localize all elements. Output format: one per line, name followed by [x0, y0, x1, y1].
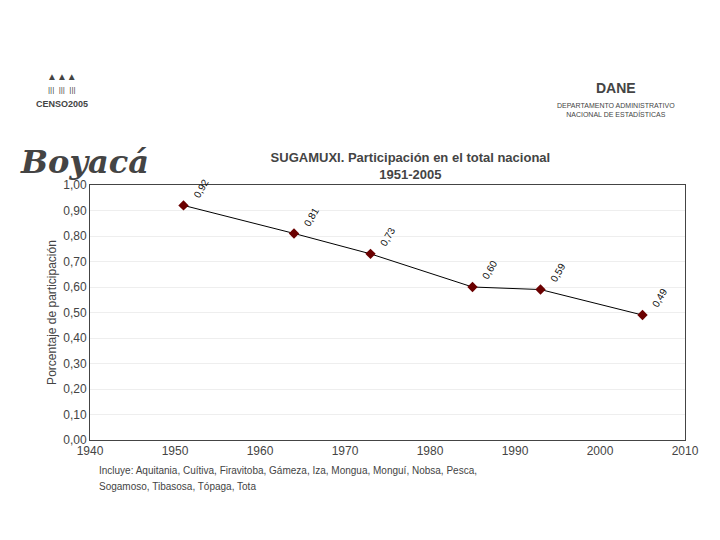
svg-text:0,81: 0,81 — [302, 206, 321, 229]
svg-text:Porcentaje de participación: Porcentaje de participación — [45, 240, 59, 385]
svg-text:0,70: 0,70 — [63, 255, 87, 269]
svg-text:2000: 2000 — [587, 444, 614, 458]
svg-text:DANE: DANE — [596, 80, 636, 96]
svg-text:0,40: 0,40 — [63, 331, 87, 345]
svg-text:SUGAMUXI. Participación en el: SUGAMUXI. Participación en el total naci… — [271, 150, 551, 182]
svg-text:0,60: 0,60 — [480, 258, 499, 281]
svg-text:0,60: 0,60 — [63, 280, 87, 294]
svg-text:0,90: 0,90 — [63, 204, 87, 218]
svg-text:||| ||| |||: ||| ||| ||| — [48, 85, 76, 94]
svg-text:1990: 1990 — [502, 444, 529, 458]
svg-text:0,92: 0,92 — [191, 177, 210, 200]
svg-text:0,20: 0,20 — [63, 382, 87, 396]
svg-text:0,10: 0,10 — [63, 408, 87, 422]
svg-text:0,30: 0,30 — [63, 357, 87, 371]
svg-text:0,50: 0,50 — [63, 306, 87, 320]
svg-text:1980: 1980 — [417, 444, 444, 458]
svg-text:0,00: 0,00 — [63, 433, 87, 447]
svg-text:CENSO2005: CENSO2005 — [36, 99, 88, 109]
svg-text:1950: 1950 — [162, 444, 189, 458]
svg-text:1970: 1970 — [332, 444, 359, 458]
svg-text:0,59: 0,59 — [548, 261, 567, 284]
svg-text:1940: 1940 — [77, 444, 104, 458]
svg-text:0,49: 0,49 — [650, 286, 669, 309]
svg-text:Sogamoso, Tibasosa, Tópaga, To: Sogamoso, Tibasosa, Tópaga, Tota — [99, 481, 256, 492]
svg-text:▲▲▲: ▲▲▲ — [47, 71, 77, 82]
svg-text:1,00: 1,00 — [63, 178, 87, 192]
svg-text:2010: 2010 — [672, 444, 699, 458]
svg-text:0,73: 0,73 — [378, 225, 397, 248]
svg-text:Boyacá: Boyacá — [20, 143, 149, 181]
svg-text:Incluye: Aquitania, Cuítiva, F: Incluye: Aquitania, Cuítiva, Firavitoba,… — [99, 465, 477, 476]
svg-text:1960: 1960 — [247, 444, 274, 458]
svg-text:DEPARTAMENTO ADMINISTRATIVONAC: DEPARTAMENTO ADMINISTRATIVONACIONAL DE E… — [557, 102, 675, 118]
svg-text:0,80: 0,80 — [63, 229, 87, 243]
